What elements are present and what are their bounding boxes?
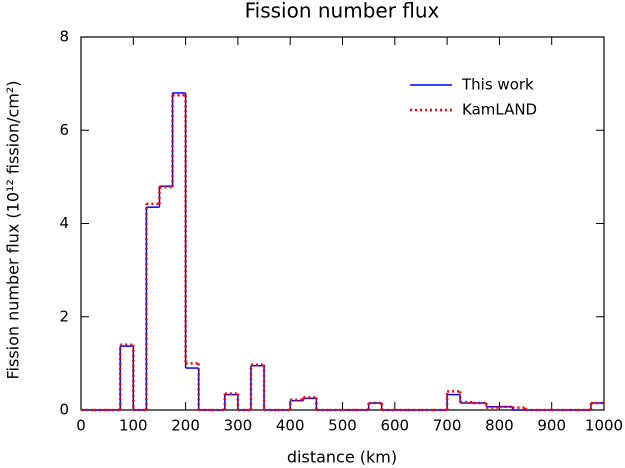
x-axis-label: distance (km)	[287, 448, 397, 467]
x-tick-label: 800	[485, 417, 514, 435]
x-tick-label: 1000	[585, 417, 623, 435]
y-axis-label: Fission number flux (10¹² fission/cm²)	[4, 81, 23, 380]
x-tick-label: 700	[433, 417, 462, 435]
x-tick-label: 300	[224, 417, 253, 435]
x-tick-label: 600	[380, 417, 409, 435]
y-tick-label: 4	[59, 214, 69, 232]
y-tick-label: 0	[59, 401, 69, 419]
x-tick-label: 0	[76, 417, 86, 435]
y-tick-label: 6	[59, 121, 69, 139]
x-tick-label: 900	[537, 417, 566, 435]
legend-label: KamLAND	[462, 101, 537, 119]
y-tick-label: 2	[59, 307, 69, 325]
legend-label: This work	[461, 76, 534, 94]
x-tick-label: 100	[119, 417, 148, 435]
x-tick-label: 500	[328, 417, 357, 435]
y-tick-label: 8	[59, 28, 69, 46]
chart-title: Fission number flux	[245, 0, 440, 23]
x-tick-label: 200	[171, 417, 200, 435]
x-tick-label: 400	[276, 417, 305, 435]
